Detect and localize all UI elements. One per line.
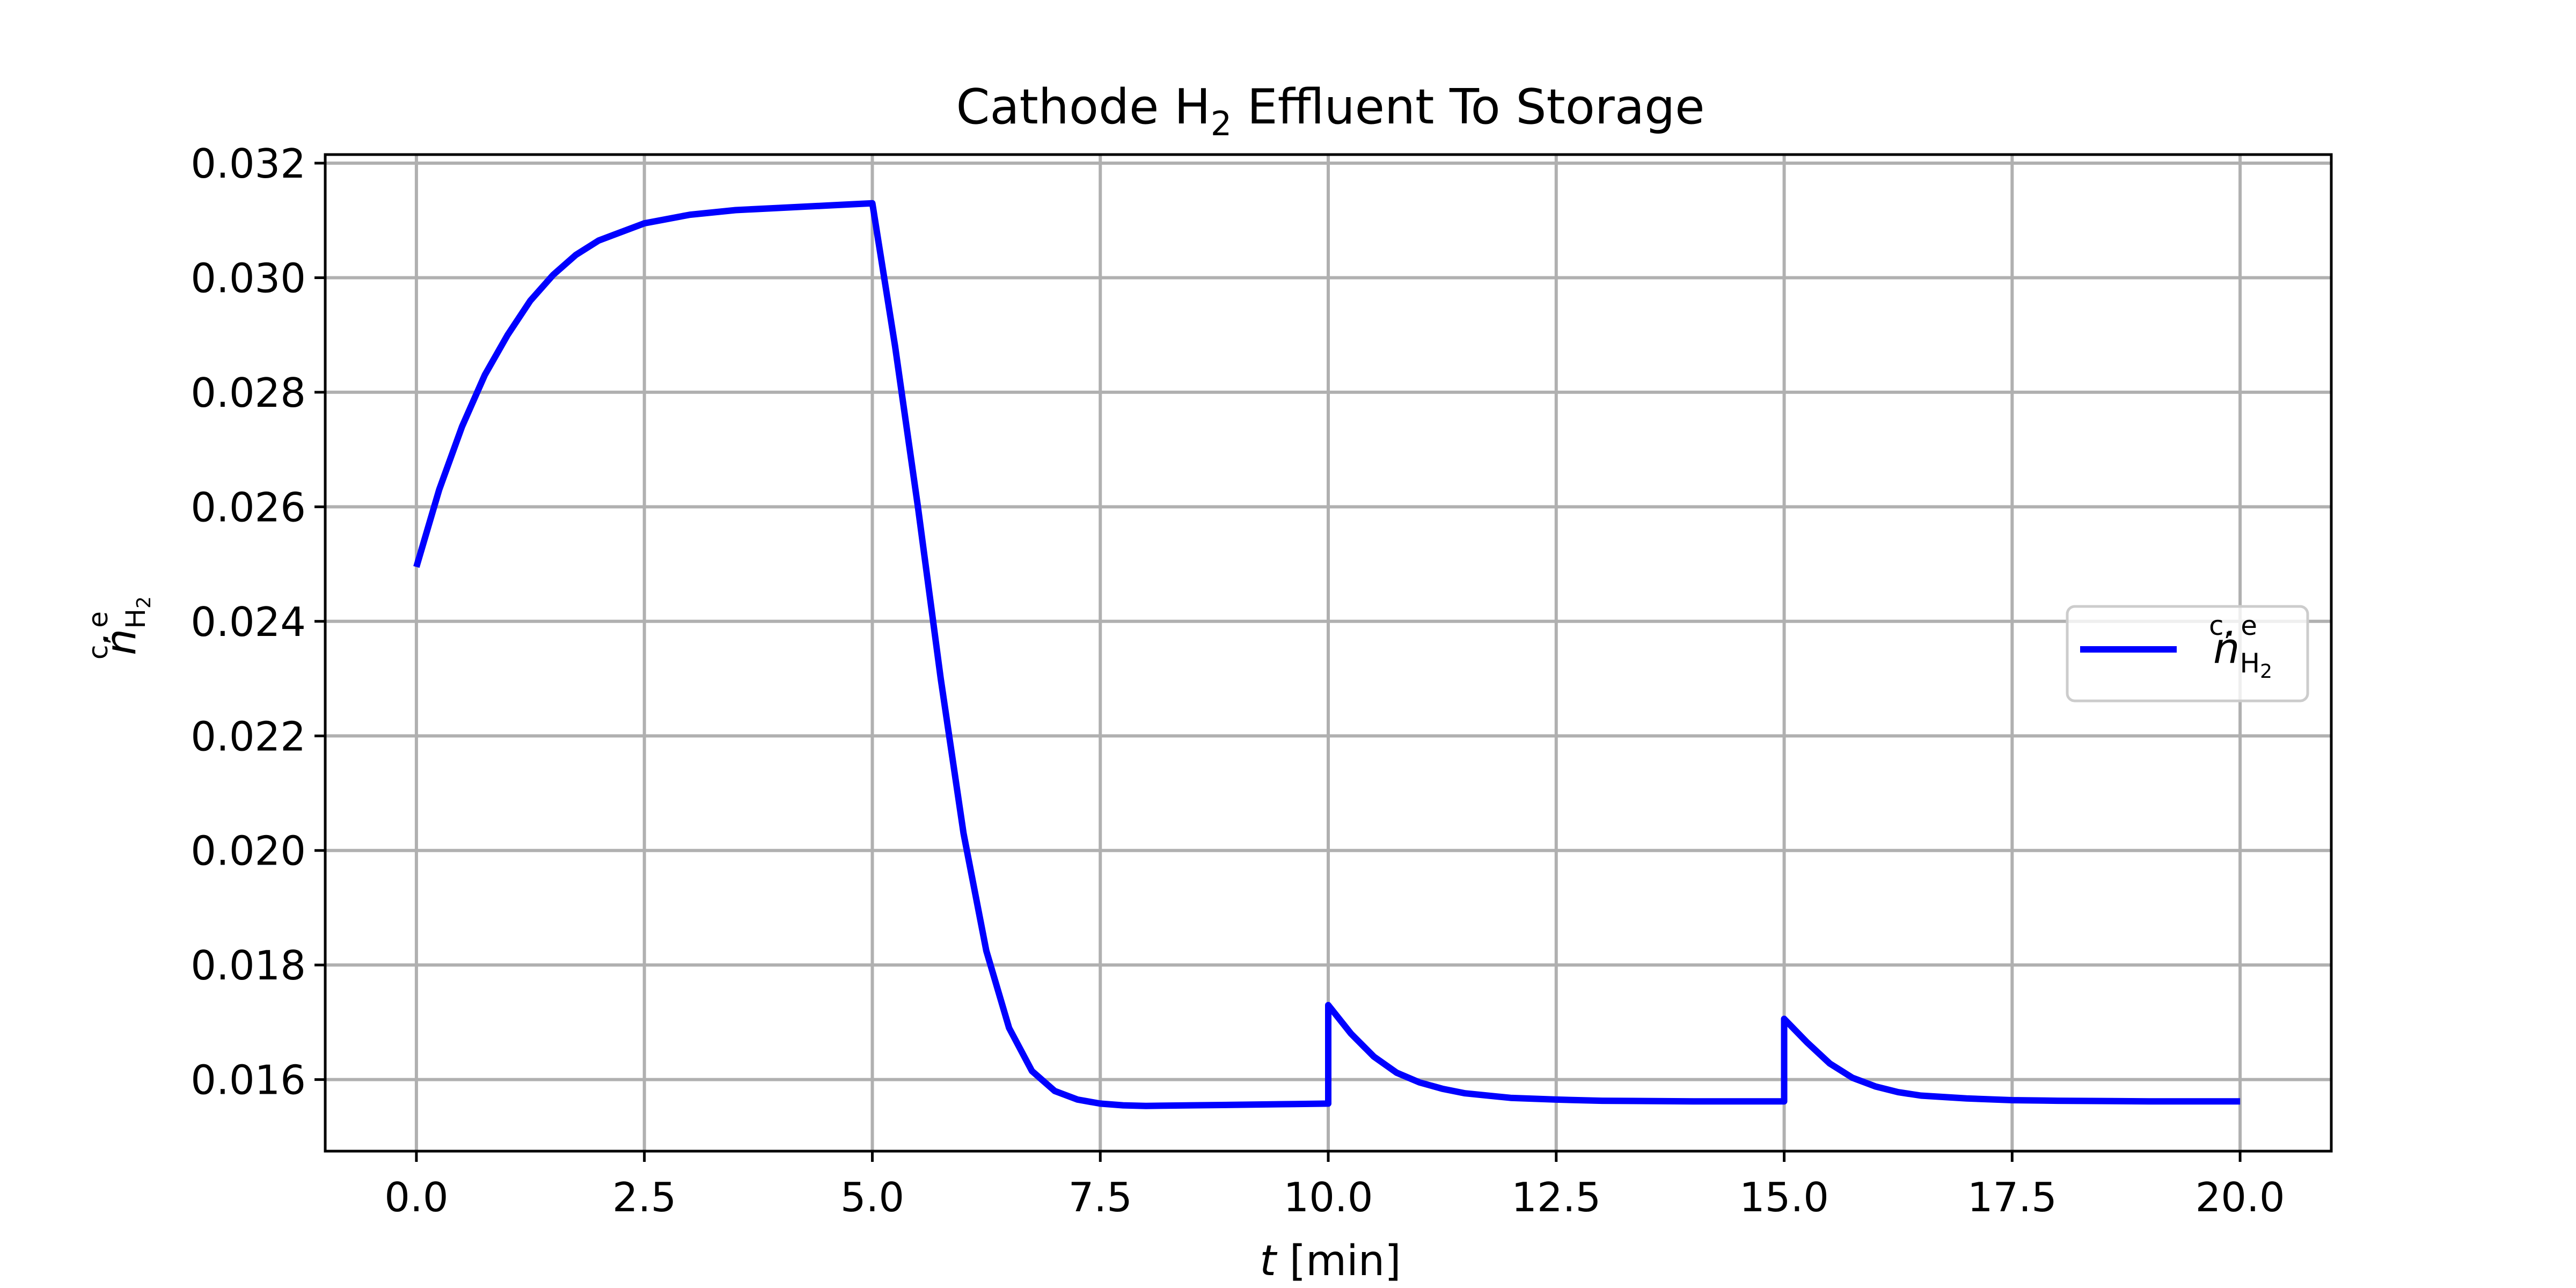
legend-label-base: ṅ: [2213, 625, 2240, 673]
legend-label-sub2: 2: [2260, 661, 2272, 683]
y-tick-label: 0.016: [191, 1057, 306, 1104]
x-tick-label: 2.5: [612, 1174, 676, 1221]
x-tick-label: 7.5: [1069, 1174, 1132, 1221]
x-tick-label: 10.0: [1284, 1174, 1373, 1221]
chart-title-prefix: Cathode H: [956, 79, 1211, 135]
y-tick-label: 0.018: [191, 942, 306, 989]
chart-title-suffix: Effluent To Storage: [1232, 79, 1704, 135]
y-tick-label: 0.026: [191, 484, 306, 531]
y-tick-label: 0.022: [191, 713, 306, 760]
legend-label: ṅH2c, e: [2209, 610, 2272, 683]
x-tick-label: 12.5: [1511, 1174, 1601, 1221]
y-tick-label: 0.028: [191, 369, 306, 416]
x-axis-ticks: 0.0 2.5 5.0 7.5 10.0 12.5 15.0 17.5 20.0: [384, 1151, 2285, 1221]
y-tick-label: 0.030: [191, 254, 306, 302]
legend: ṅH2c, e: [2066, 605, 2309, 702]
x-axis-label: t [min]: [1260, 1237, 1401, 1285]
y-tick-label: 0.024: [191, 598, 306, 646]
x-tick-label: 17.5: [1967, 1174, 2057, 1221]
svg-text:ṅH2c, e: ṅH2 c, e: [83, 596, 155, 660]
y-tick-label: 0.032: [191, 140, 306, 187]
x-tick-label: 15.0: [1739, 1174, 1829, 1221]
y-axis-label: ṅH2 c, e: [83, 596, 155, 660]
x-axis-label-unit: [min]: [1276, 1237, 1401, 1285]
grid-x: [414, 155, 2242, 1151]
y-tick-label: 0.020: [191, 828, 306, 875]
x-axis-label-var: t: [1260, 1237, 1277, 1285]
legend-label-sup: c, e: [2209, 610, 2257, 641]
legend-label-sub: H: [2240, 648, 2260, 679]
y-axis-label-base: ṅ: [97, 629, 145, 655]
x-tick-label: 0.0: [384, 1174, 448, 1221]
series-line: [413, 200, 2241, 1109]
y-axis-label-sup: c, e: [83, 611, 114, 660]
chart-title: Cathode H2 Effluent To Storage: [956, 79, 1705, 143]
y-axis-label-sub: H: [120, 609, 151, 629]
legend-box: [2066, 605, 2309, 702]
x-tick-label: 5.0: [840, 1174, 904, 1221]
plot-area: [324, 153, 2333, 1153]
y-axis-ticks: 0.016 0.018 0.020 0.022 0.024 0.026 0.028 0.030…: [191, 140, 325, 1104]
y-axis-label-sub2: 2: [133, 596, 155, 609]
x-tick-label: 20.0: [2196, 1174, 2285, 1221]
chart-title-subscript: 2: [1211, 104, 1232, 143]
